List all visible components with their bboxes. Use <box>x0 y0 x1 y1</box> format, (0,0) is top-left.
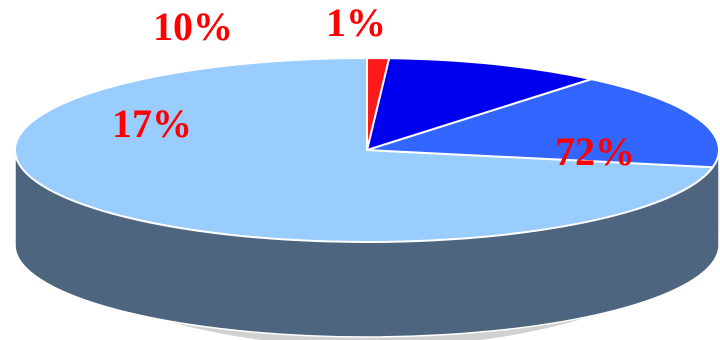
pie-slice-2 <box>366 78 720 169</box>
pie-top-face <box>14 57 720 243</box>
pie-slice-3 <box>366 57 593 151</box>
pie-slice-1 <box>14 57 714 243</box>
pie-slice-label-4: 1% <box>326 0 386 45</box>
pie-slice-label-2: 17% <box>112 101 192 146</box>
pie-slice-label-3: 10% <box>153 4 233 49</box>
pie-slice-label-1: 72% <box>555 129 635 174</box>
pie-labels: 72% 17% 10% 1% <box>112 0 635 174</box>
pie-slice-4 <box>366 57 391 151</box>
